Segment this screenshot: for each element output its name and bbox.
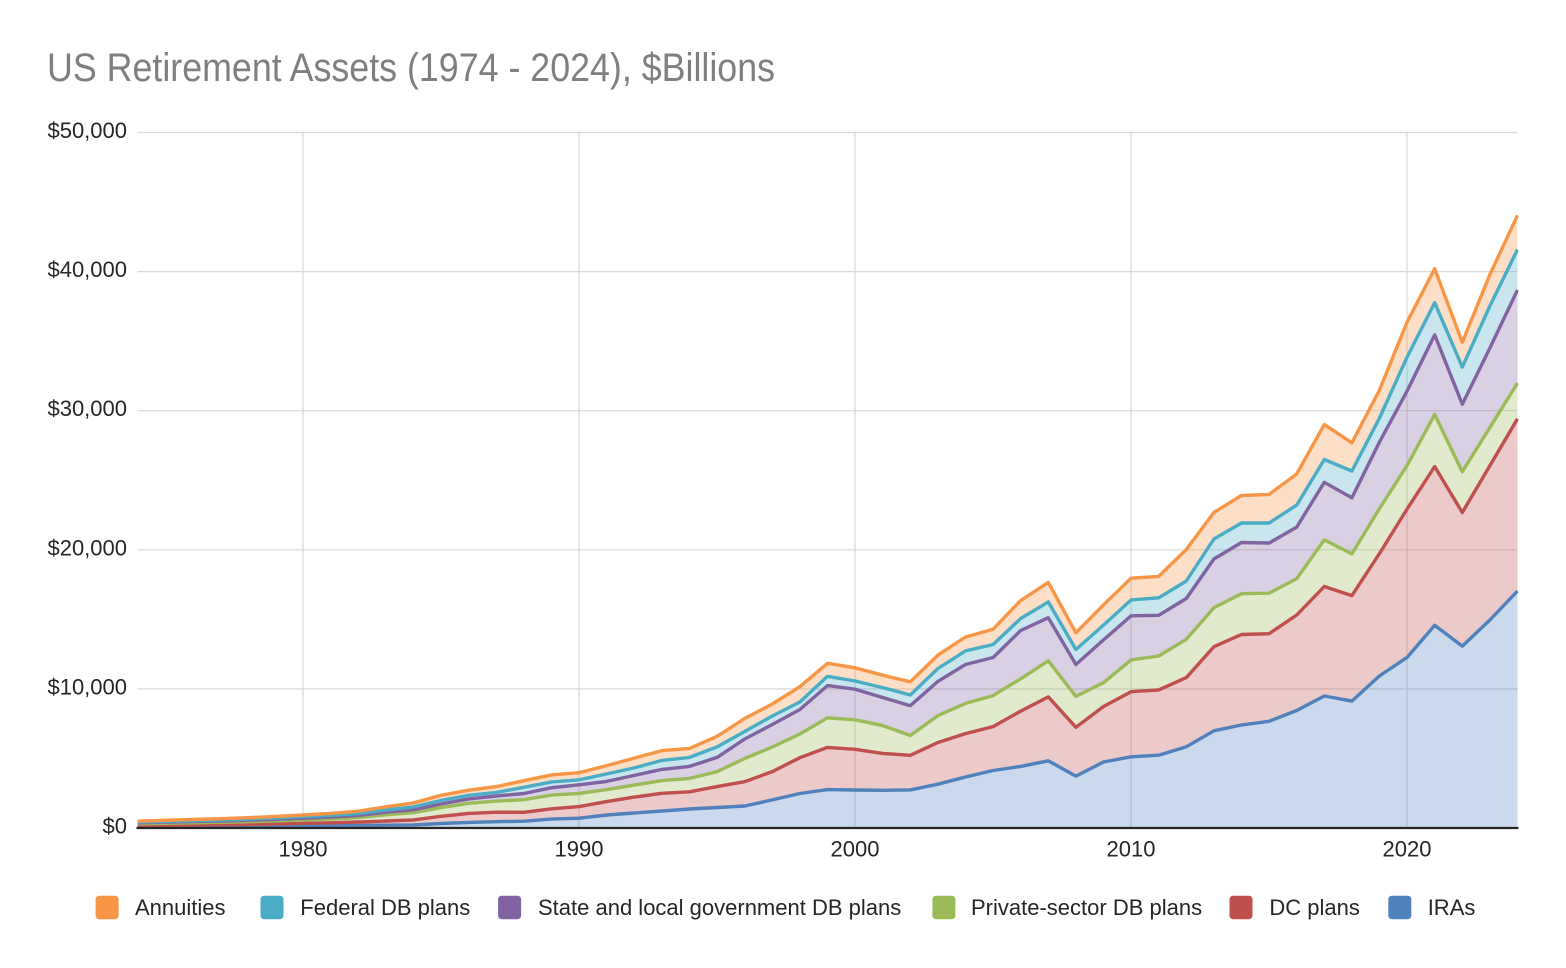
svg-text:2000: 2000 [831, 837, 880, 862]
svg-text:2010: 2010 [1107, 837, 1156, 862]
svg-text:$40,000: $40,000 [47, 257, 127, 282]
svg-text:Private-sector DB plans: Private-sector DB plans [971, 895, 1202, 920]
svg-text:US Retirement Assets (1974 - 2: US Retirement Assets (1974 - 2024), $Bil… [47, 46, 775, 90]
svg-text:$10,000: $10,000 [47, 674, 127, 699]
svg-text:Annuities: Annuities [135, 895, 226, 920]
svg-text:2020: 2020 [1383, 837, 1432, 862]
svg-text:$20,000: $20,000 [47, 535, 127, 560]
svg-text:$50,000: $50,000 [47, 118, 127, 143]
svg-text:State and local government DB: State and local government DB plans [538, 895, 901, 920]
svg-text:IRAs: IRAs [1428, 895, 1476, 920]
svg-text:$0: $0 [103, 814, 127, 839]
svg-text:$30,000: $30,000 [47, 396, 127, 421]
svg-text:Federal DB plans: Federal DB plans [300, 895, 470, 920]
svg-text:DC plans: DC plans [1269, 895, 1359, 920]
svg-text:1990: 1990 [555, 837, 604, 862]
svg-text:1980: 1980 [279, 837, 328, 862]
